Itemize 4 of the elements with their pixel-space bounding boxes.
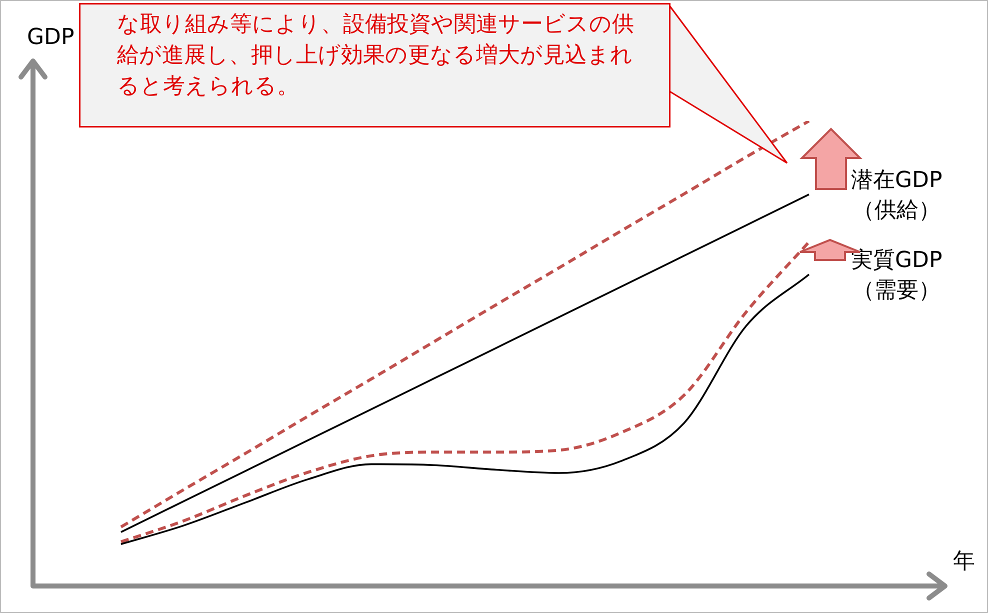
- y-axis-title: GDP: [27, 24, 74, 52]
- text: 年: [953, 548, 975, 576]
- text: な取り組み等により、設備投資や関連サービスの供給が進展し、押し上げ効果の更なる増大が見込まれると考えられる。: [117, 11, 635, 101]
- series-label: 潜在GDP （供給）: [851, 167, 942, 226]
